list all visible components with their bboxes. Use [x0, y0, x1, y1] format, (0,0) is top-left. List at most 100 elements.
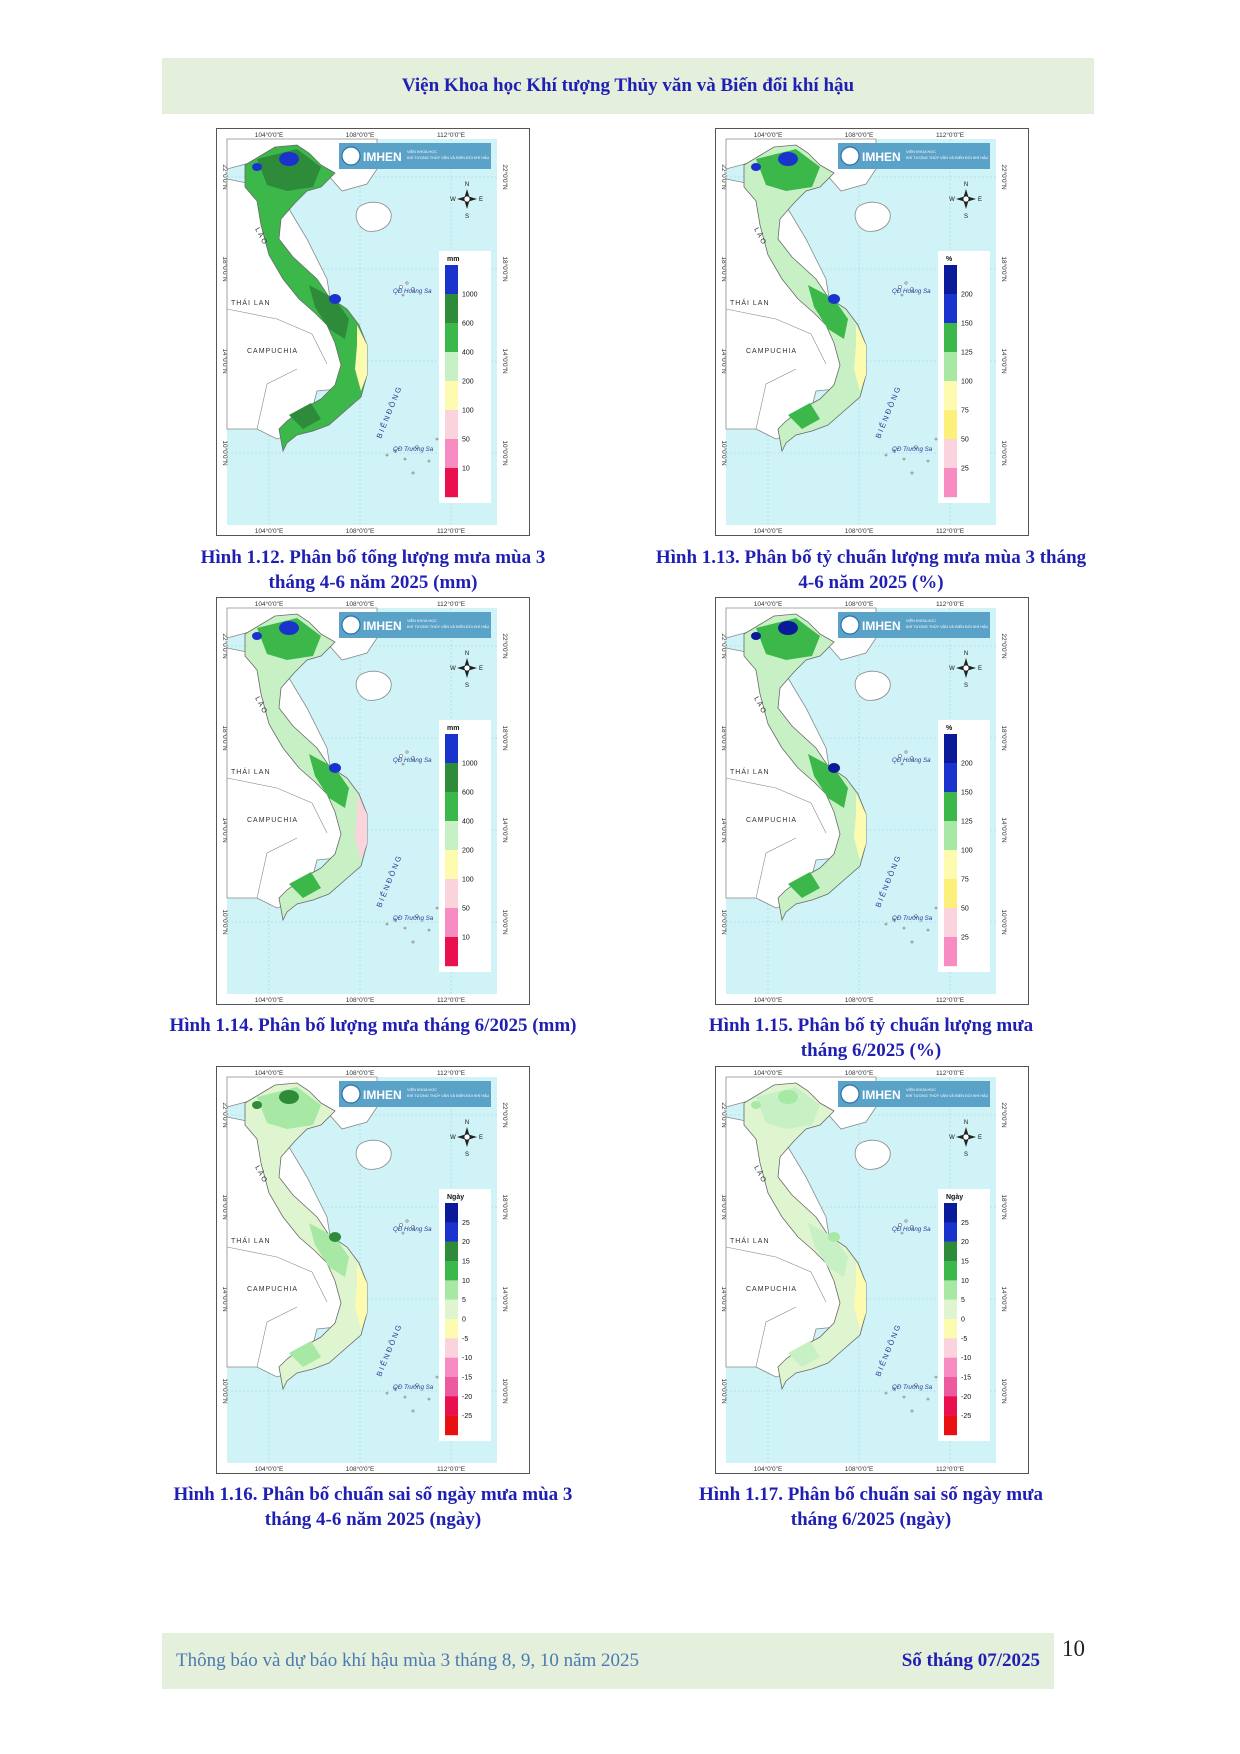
compass-icon: N S E W [450, 182, 483, 220]
legend-label: -10 [961, 1355, 971, 1362]
lat-tick-label: 10°0'0"N [1000, 440, 1008, 466]
thailand-label: THÁI LAN [231, 767, 271, 776]
legend-swatch [445, 352, 458, 382]
lat-tick-label: 14°0'0"N [1000, 1286, 1008, 1312]
svg-text:W: W [450, 1135, 456, 1141]
logo-emblem [341, 146, 361, 166]
figure-caption-1-13: Hình 1.13. Phân bố tỷ chuẩn lượng mưa mù… [655, 547, 1087, 593]
figure-map-1-14: 104°0'0"E 108°0'0"E 112°0'0"E 104°0'0"E … [216, 597, 530, 1005]
logo-banner [339, 1081, 491, 1107]
compass-icon: N S E W [949, 182, 982, 220]
logo-text: IMHEN [363, 150, 402, 164]
svg-text:N: N [964, 651, 968, 657]
rain-zone-coast [854, 794, 866, 860]
svg-text:N: N [465, 182, 469, 188]
svg-text:E: E [479, 197, 483, 203]
legend-label: 75 [961, 408, 969, 415]
vietnam-land [743, 144, 867, 453]
legend-swatch [944, 1261, 957, 1281]
lon-tick-label: 112°0'0"E [437, 996, 466, 1004]
color-legend: mm 1000 600 400 200 100 50 10 [439, 720, 491, 972]
lat-tick-label: 22°0'0"N [1000, 164, 1008, 190]
rain-zone [309, 285, 349, 339]
rain-zone [289, 403, 321, 429]
svg-text:E: E [978, 197, 982, 203]
svg-text:E: E [978, 666, 982, 672]
lon-tick-label: 108°0'0"E [346, 527, 375, 535]
lat-tick-label: 14°0'0"N [221, 1286, 229, 1312]
legend-swatch [944, 323, 957, 353]
rain-zone [309, 754, 349, 808]
lat-tick-label: 14°0'0"N [720, 1286, 728, 1312]
lat-tick-label: 10°0'0"N [720, 1378, 728, 1404]
lat-tick-label: 18°0'0"N [221, 725, 229, 751]
logo-text: IMHEN [363, 1088, 402, 1102]
lat-tick-label: 22°0'0"N [501, 1102, 509, 1128]
logo-subtitle: VIỆN KHOA HỌC [906, 149, 936, 154]
color-legend: mm 1000 600 400 200 100 50 10 [439, 251, 491, 503]
legend-label: 75 [961, 877, 969, 884]
compass-icon: N S E W [949, 651, 982, 689]
lon-tick-label: 108°0'0"E [845, 527, 874, 535]
lat-tick-label: 10°0'0"N [221, 1378, 229, 1404]
svg-text:S: S [964, 1152, 968, 1158]
legend-label: 125 [961, 350, 973, 357]
legend-swatch [944, 1415, 957, 1436]
legend-unit: % [946, 256, 953, 263]
legend-label: 0 [961, 1317, 965, 1324]
legend-label: 50 [462, 437, 470, 444]
lat-tick-label: 18°0'0"N [221, 1194, 229, 1220]
lat-tick-label: 10°0'0"N [1000, 1378, 1008, 1404]
legend-swatch [944, 439, 957, 469]
legend-label: 25 [961, 935, 969, 942]
logo-subtitle: KHÍ TƯỢNG THỦY VĂN VÀ BIẾN ĐỔI KHÍ HẬU [407, 1093, 489, 1098]
legend-swatch [445, 792, 458, 822]
legend-swatch [944, 1203, 957, 1223]
legend-swatch [944, 1299, 957, 1320]
lon-tick-label: 112°0'0"E [936, 1069, 965, 1077]
logo-banner [838, 1081, 990, 1107]
page-number: 10 [1062, 1636, 1085, 1661]
lon-tick-label: 104°0'0"E [255, 600, 284, 608]
svg-text:N: N [964, 1120, 968, 1126]
legend-swatch [445, 1299, 458, 1320]
lat-tick-label: 14°0'0"N [501, 348, 509, 374]
legend-swatch [445, 821, 458, 851]
cambodia-label: CAMPUCHIA [746, 817, 797, 824]
legend-label: 150 [961, 790, 973, 797]
logo-subtitle: VIỆN KHOA HỌC [906, 618, 936, 623]
color-legend: % 200 150 125 100 75 50 25 [938, 720, 990, 972]
lon-tick-label: 112°0'0"E [936, 1465, 965, 1473]
legend-label: 20 [462, 1239, 470, 1246]
figure-caption-1-17: Hình 1.17. Phân bố chuẩn sai số ngày mưa… [699, 1484, 1043, 1530]
lat-tick-label: 14°0'0"N [720, 817, 728, 843]
legend-label: -5 [961, 1336, 967, 1343]
legend-swatch [944, 1222, 957, 1242]
legend-label: 10 [462, 466, 470, 473]
rain-zone [788, 1341, 820, 1367]
logo-text: IMHEN [862, 150, 901, 164]
vietnam-land [743, 613, 867, 922]
figure-map-1-15: 104°0'0"E 108°0'0"E 112°0'0"E 104°0'0"E … [715, 597, 1029, 1005]
legend-swatch [445, 381, 458, 411]
lat-tick-label: 14°0'0"N [221, 817, 229, 843]
lon-tick-label: 104°0'0"E [754, 1069, 783, 1077]
legend-label: -20 [961, 1394, 971, 1401]
logo-emblem [840, 1084, 860, 1104]
legend-swatch [445, 763, 458, 793]
lon-tick-label: 108°0'0"E [845, 600, 874, 608]
rain-zone [289, 872, 321, 898]
rain-zone-accent [252, 632, 262, 640]
legend-swatch [944, 1338, 957, 1358]
lat-tick-label: 18°0'0"N [720, 256, 728, 282]
rain-zone [808, 754, 848, 808]
vietnam-land [244, 1082, 368, 1391]
rain-zone [257, 618, 321, 660]
paracel-label: QĐ Hoàng Sa [393, 1226, 432, 1233]
compass-icon: N S E W [450, 651, 483, 689]
cambodia-label: CAMPUCHIA [746, 348, 797, 355]
svg-text:W: W [450, 666, 456, 672]
logo-text: IMHEN [363, 619, 402, 633]
lat-tick-label: 18°0'0"N [1000, 1194, 1008, 1220]
rain-zone [756, 149, 820, 191]
